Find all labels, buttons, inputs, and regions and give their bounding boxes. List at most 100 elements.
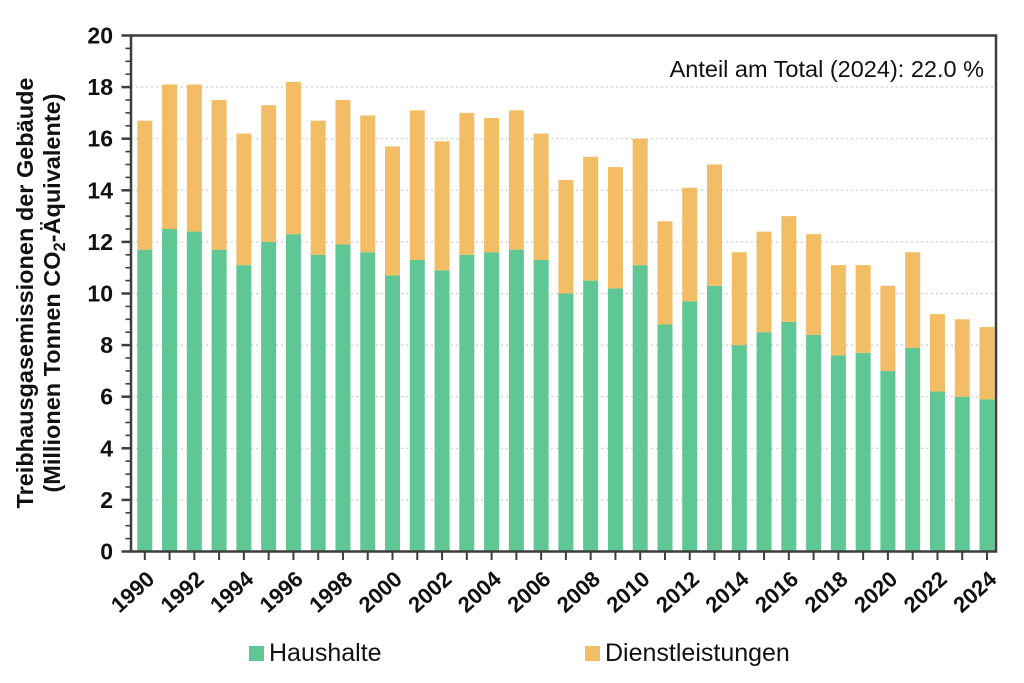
y-axis-title-line1: Treibhausgasemissionen der Gebäude	[12, 78, 38, 509]
bar-segment-haushalte-2004	[484, 252, 500, 552]
y-tick-label-18: 18	[87, 74, 113, 100]
bar-segment-dienstleistungen-1993	[211, 100, 227, 250]
bar-series	[137, 81, 995, 552]
bar-segment-haushalte-1992	[186, 231, 202, 552]
bar-segment-haushalte-2003	[459, 254, 475, 552]
y-tick-label-4: 4	[100, 435, 113, 461]
bar-segment-haushalte-1991	[162, 229, 178, 552]
bar-segment-haushalte-1994	[236, 265, 252, 552]
bar-segment-haushalte-2021	[905, 347, 921, 552]
bar-segment-haushalte-1999	[360, 252, 376, 552]
y-tick-label-16: 16	[87, 126, 113, 152]
bar-segment-haushalte-2020	[880, 370, 896, 552]
x-axis-tick-labels: 1990199219941996199820002002200420062008…	[106, 566, 1002, 618]
bar-segment-dienstleistungen-2007	[558, 179, 574, 294]
gridlines	[131, 86, 996, 501]
bar-segment-haushalte-1996	[285, 234, 301, 552]
bar-segment-haushalte-2002	[434, 270, 450, 552]
y-tick-label-20: 20	[87, 23, 113, 49]
y-tick-label-10: 10	[87, 281, 113, 307]
bar-segment-dienstleistungen-2021	[905, 252, 921, 348]
bar-segment-dienstleistungen-2023	[954, 319, 970, 397]
bar-segment-dienstleistungen-2014	[731, 252, 747, 346]
bar-segment-haushalte-2019	[855, 352, 871, 552]
x-tick-label-1990: 1990	[106, 566, 159, 617]
y-tick-label-12: 12	[87, 229, 113, 255]
bar-segment-dienstleistungen-2001	[409, 110, 425, 260]
y-tick-label-0: 0	[100, 539, 113, 565]
y-tick-label-14: 14	[87, 177, 113, 203]
bar-segment-haushalte-2011	[657, 324, 673, 552]
x-tick-label-1994: 1994	[205, 566, 259, 618]
bar-segment-dienstleistungen-2000	[385, 146, 401, 276]
bar-segment-dienstleistungen-1998	[335, 100, 351, 245]
bar-segment-dienstleistungen-2017	[806, 234, 822, 335]
y-tick-label-2: 2	[100, 487, 113, 513]
bar-segment-dienstleistungen-2013	[707, 164, 723, 286]
bar-segment-haushalte-2007	[558, 293, 574, 552]
bar-segment-haushalte-1997	[310, 254, 326, 552]
legend: Haushalte Dienstleistungen	[249, 639, 790, 667]
bar-segment-dienstleistungen-2011	[657, 221, 673, 325]
bar-segment-dienstleistungen-1996	[285, 81, 301, 235]
bar-segment-dienstleistungen-2003	[459, 112, 475, 255]
bar-segment-dienstleistungen-2019	[855, 265, 871, 353]
legend-swatch-haushalte	[249, 646, 264, 661]
bar-segment-dienstleistungen-2006	[533, 133, 549, 260]
bar-segment-haushalte-2014	[731, 345, 747, 552]
axis-ticks	[121, 34, 988, 560]
bar-segment-haushalte-2022	[929, 391, 945, 552]
x-tick-label-2010: 2010	[601, 566, 654, 617]
x-tick-label-2000: 2000	[354, 566, 407, 617]
bar-segment-haushalte-1990	[137, 249, 153, 552]
bar-segment-dienstleistungen-1995	[261, 105, 277, 242]
bar-segment-haushalte-2013	[707, 285, 723, 552]
bar-segment-dienstleistungen-2012	[682, 187, 698, 302]
y-axis-tick-labels: 0 2 4 6 8 10 12 14 16 18 20	[87, 23, 113, 565]
bar-segment-dienstleistungen-1997	[310, 120, 326, 255]
bar-segment-dienstleistungen-1994	[236, 133, 252, 266]
bar-segment-haushalte-2010	[632, 265, 648, 552]
y-tick-label-6: 6	[100, 384, 113, 410]
bar-segment-haushalte-1995	[261, 241, 277, 552]
y-axis-title-line2: (Millionen Tonnen CO2-Äquivalente)	[39, 93, 69, 492]
bar-segment-dienstleistungen-2018	[830, 265, 846, 356]
bar-segment-dienstleistungen-1992	[186, 84, 202, 232]
bar-segment-dienstleistungen-2020	[880, 285, 896, 371]
x-tick-label-2006: 2006	[502, 566, 555, 617]
x-tick-label-2020: 2020	[849, 566, 902, 617]
bar-segment-haushalte-2016	[781, 321, 797, 552]
bar-segment-haushalte-2017	[806, 334, 822, 552]
x-tick-label-2008: 2008	[552, 566, 605, 617]
x-tick-label-2012: 2012	[651, 566, 704, 617]
x-tick-label-2022: 2022	[899, 566, 952, 617]
bar-segment-dienstleistungen-2002	[434, 141, 450, 271]
legend-label-dienstleistungen: Dienstleistungen	[605, 639, 790, 667]
x-tick-label-2018: 2018	[800, 566, 853, 617]
bar-segment-dienstleistungen-2005	[508, 110, 524, 250]
bar-segment-haushalte-2005	[508, 249, 524, 552]
bar-segment-haushalte-1998	[335, 244, 351, 552]
x-tick-label-2002: 2002	[403, 566, 456, 617]
bar-segment-haushalte-2015	[756, 332, 772, 552]
bar-segment-haushalte-2023	[954, 396, 970, 552]
bar-segment-dienstleistungen-2009	[607, 167, 623, 289]
bar-segment-haushalte-1993	[211, 249, 227, 552]
y-tick-label-8: 8	[100, 332, 113, 358]
legend-swatch-dienstleistungen	[585, 646, 600, 661]
bar-segment-dienstleistungen-1990	[137, 120, 153, 250]
bar-segment-haushalte-2018	[830, 355, 846, 552]
x-tick-label-2016: 2016	[750, 566, 803, 617]
x-tick-label-2024: 2024	[948, 566, 1002, 618]
bar-segment-dienstleistungen-2016	[781, 216, 797, 322]
x-tick-label-1998: 1998	[304, 566, 357, 617]
bar-segment-haushalte-2012	[682, 301, 698, 552]
bar-segment-dienstleistungen-2015	[756, 231, 772, 333]
bar-segment-dienstleistungen-1991	[162, 84, 178, 230]
bar-segment-dienstleistungen-1999	[360, 115, 376, 253]
bar-segment-haushalte-2001	[409, 259, 425, 552]
bar-segment-dienstleistungen-2022	[929, 314, 945, 392]
legend-label-haushalte: Haushalte	[269, 639, 382, 667]
